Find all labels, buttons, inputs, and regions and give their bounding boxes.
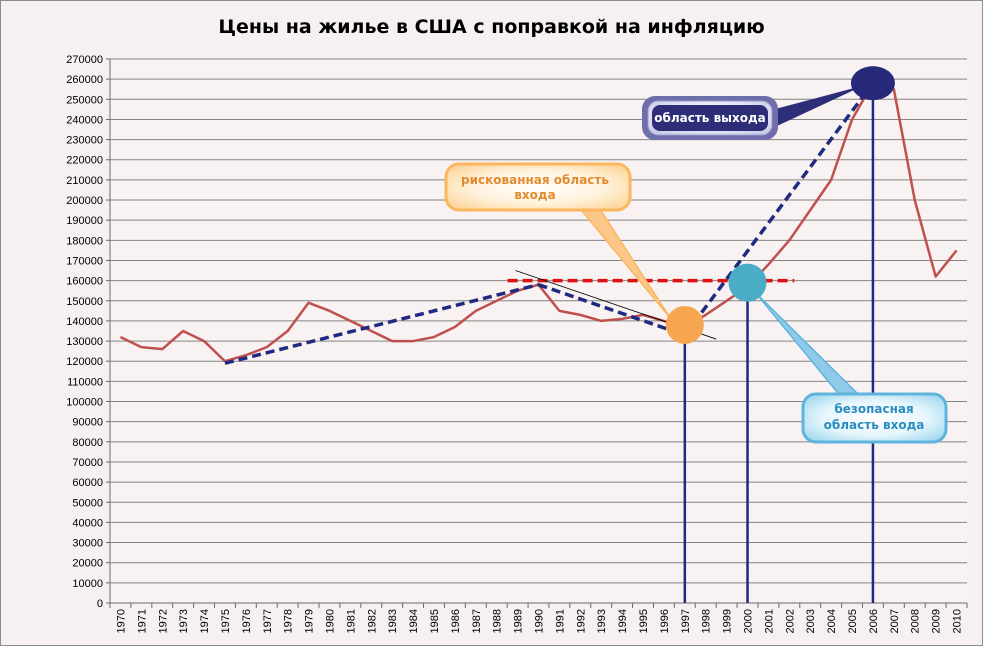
y-tick-label: 100000 — [66, 397, 103, 409]
risky-callout-label-line2: входа — [514, 188, 555, 202]
x-tick-label: 1970 — [115, 609, 127, 633]
safe-callout-label-line1: безопасная — [834, 402, 913, 416]
x-tick-label: 2009 — [931, 609, 943, 633]
y-tick-label: 270000 — [66, 54, 103, 66]
y-tick-label: 150000 — [66, 296, 103, 308]
y-tick-label: 120000 — [66, 356, 103, 368]
x-tick-labels: 1970 1971 1972 1973 1974 1975 1976 1977 1978 1979… — [115, 609, 963, 633]
x-tick-label: 2003 — [805, 609, 817, 633]
x-tick-label: 1973 — [178, 609, 190, 633]
y-tick-label: 140000 — [66, 316, 103, 328]
x-tick-label: 1996 — [659, 609, 671, 633]
exit-callout-label: область выхода — [654, 111, 766, 125]
x-tick-label: 1997 — [680, 609, 692, 633]
x-tick-label: 2001 — [763, 609, 775, 633]
y-tick-label: 170000 — [66, 255, 103, 267]
y-tick-label: 50000 — [72, 497, 103, 509]
x-tick-label: 1999 — [722, 609, 734, 633]
x-tick-label: 1978 — [283, 609, 295, 633]
x-tick-label: 1987 — [471, 609, 483, 633]
x-tick-label: 1980 — [324, 609, 336, 633]
x-tick-label: 1981 — [345, 609, 357, 633]
x-tick-label: 1971 — [136, 609, 148, 633]
plot-background — [110, 59, 967, 603]
y-tick-label: 190000 — [66, 215, 103, 227]
x-tick-label: 1991 — [554, 609, 566, 633]
axes — [106, 58, 968, 608]
y-tick-label: 210000 — [66, 175, 103, 187]
plot-area — [110, 59, 967, 603]
x-tick-label: 2002 — [784, 609, 796, 633]
trend-line-trend-exit — [683, 82, 875, 337]
y-tick-label: 260000 — [66, 74, 103, 86]
x-tick-label: 1998 — [701, 609, 713, 633]
exit-marker — [850, 66, 895, 101]
x-tick-label: 1995 — [638, 609, 650, 633]
x-tick-label: 2008 — [910, 609, 922, 633]
y-tick-label: 230000 — [66, 135, 103, 147]
chart-title: Цены на жилье в США с поправкой на инфля… — [218, 16, 765, 38]
risky-callout-box — [444, 162, 632, 212]
x-tick-label: 1992 — [575, 609, 587, 633]
y-tick-labels: 0 10000 20000 30000 40000 50000 60000 70000 8000… — [66, 54, 103, 610]
y-tick-label: 90000 — [72, 417, 103, 429]
x-tick-label: 2006 — [868, 609, 880, 633]
safe-callout-box — [801, 392, 948, 444]
y-tick-label: 60000 — [72, 477, 103, 489]
x-tick-label: 1994 — [617, 609, 629, 633]
x-tick-label: 1979 — [304, 609, 316, 633]
y-tick-label: 180000 — [66, 235, 103, 247]
safe-callout-label-line2: область входа — [824, 418, 925, 432]
x-tick-label: 1989 — [513, 609, 525, 633]
y-tick-label: 160000 — [66, 276, 103, 288]
y-tick-label: 10000 — [72, 578, 103, 590]
y-tick-label: 110000 — [67, 376, 103, 388]
x-tick-label: 1972 — [157, 609, 169, 633]
y-tick-label: 40000 — [72, 517, 103, 529]
risky-callout-label-line1: рискованная область — [461, 173, 609, 187]
trend-line-trend-down — [537, 283, 686, 337]
x-tick-label: 1984 — [408, 609, 420, 633]
x-tick-label: 2004 — [826, 609, 838, 633]
x-tick-label: 1982 — [366, 609, 378, 633]
series-layer — [119, 81, 958, 603]
x-tick-label: 1985 — [429, 609, 441, 633]
y-tick-label: 80000 — [72, 437, 103, 449]
x-tick-label: 1983 — [387, 609, 399, 633]
x-tick-label: 1976 — [241, 609, 253, 633]
exit-callout-box — [652, 105, 768, 131]
x-tick-label: 1990 — [534, 609, 546, 633]
y-tick-label: 70000 — [72, 457, 103, 469]
y-tick-label: 200000 — [66, 195, 103, 207]
x-tick-label: 2005 — [847, 609, 859, 633]
risky-entry-marker — [665, 305, 704, 344]
y-tick-label: 220000 — [66, 155, 103, 167]
safe-entry-marker — [728, 263, 767, 302]
x-tick-label: 1974 — [199, 609, 211, 633]
y-tick-label: 30000 — [72, 538, 103, 550]
x-tick-label: 1988 — [492, 609, 504, 633]
x-tick-label: 1993 — [596, 609, 608, 633]
y-tick-label: 130000 — [66, 336, 103, 348]
trend-line-trend-up — [224, 282, 539, 365]
y-tick-label: 240000 — [66, 114, 103, 126]
x-tick-label: 2010 — [952, 609, 964, 633]
y-tick-label: 20000 — [72, 558, 103, 570]
x-tick-label: 2007 — [889, 609, 901, 633]
x-tick-label: 1975 — [220, 609, 232, 633]
y-tick-label: 0 — [97, 598, 103, 610]
x-tick-label: 1986 — [450, 609, 462, 633]
x-tick-label: 2000 — [743, 609, 755, 633]
x-tick-label: 1977 — [262, 609, 274, 633]
y-tick-label: 250000 — [66, 94, 103, 106]
